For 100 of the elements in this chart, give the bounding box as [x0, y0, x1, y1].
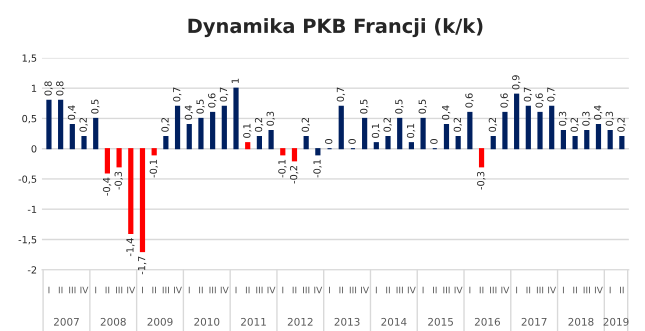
data-label: 0,8: [44, 81, 53, 96]
x-tick-label: IV: [454, 286, 463, 294]
data-label: 0,4: [594, 105, 602, 120]
bar: [81, 136, 87, 150]
data-label: -0,1: [150, 160, 158, 178]
bar: [584, 130, 590, 150]
x-tick-label: III: [256, 286, 263, 294]
data-label: 0,5: [395, 100, 404, 114]
data-label: 0,2: [454, 118, 462, 132]
x-tick-label: I: [282, 286, 284, 294]
bar: [174, 106, 180, 150]
x-tick-label: III: [69, 286, 76, 294]
data-label: 0,6: [208, 93, 216, 108]
data-label: -1,7: [138, 256, 146, 274]
bar: [502, 112, 508, 150]
text: 2018: [568, 318, 594, 326]
data-label: 0,1: [243, 124, 252, 138]
y-tick-label: 1,5: [22, 54, 36, 63]
x-tick-label: IV: [314, 286, 322, 294]
x-tick-label: III: [303, 286, 310, 294]
bar: [514, 94, 520, 150]
x-tick-label: III: [210, 286, 216, 294]
bar: [222, 106, 227, 150]
bar: [245, 142, 250, 150]
bar: [397, 118, 402, 150]
x-tick-label: III: [350, 286, 356, 294]
x-tick-label: IV: [501, 286, 510, 294]
x-tick-label: II: [106, 286, 110, 294]
data-label: -1,4: [126, 238, 135, 256]
bar: [374, 142, 379, 150]
y-tick-label: 1: [32, 84, 36, 92]
bar: [467, 112, 472, 150]
x-tick-label: II: [526, 286, 530, 294]
x-tick-label: III: [584, 286, 590, 294]
x-tick-label: III: [443, 286, 450, 294]
text: 2019: [604, 318, 629, 326]
data-label: 0: [348, 139, 356, 144]
bar: [526, 106, 531, 150]
data-label: 0,2: [254, 118, 264, 132]
x-tick-label: II: [246, 286, 250, 294]
x-tick-label: IV: [127, 286, 136, 294]
bar: [608, 130, 613, 150]
data-label: 0,2: [570, 118, 579, 132]
text: 2017: [522, 318, 547, 326]
bar: [444, 124, 450, 150]
data-label: 0,5: [196, 100, 205, 114]
x-tick-label: II: [573, 286, 577, 294]
bar: [58, 100, 64, 150]
text: 2010: [194, 318, 220, 326]
bar: [619, 136, 624, 150]
data-label: 0,2: [161, 118, 170, 132]
data-label: 0,1: [406, 124, 416, 138]
bar: [596, 124, 602, 150]
x-tick-label: II: [199, 286, 203, 294]
bar: [549, 106, 554, 150]
bar: [292, 148, 298, 162]
x-tick-label: IV: [548, 286, 556, 294]
data-label: -0,3: [114, 172, 123, 190]
data-label: -0,4: [102, 178, 112, 196]
bar: [198, 118, 204, 150]
bar: [362, 118, 368, 150]
bar: [233, 88, 239, 150]
x-tick-label: I: [516, 286, 518, 294]
data-label: 0,8: [56, 81, 64, 96]
text: 2007: [54, 318, 79, 326]
x-tick-label: III: [116, 286, 122, 294]
text: 2011: [241, 318, 266, 326]
text: 2015: [428, 318, 453, 326]
data-label: 0,7: [336, 88, 346, 102]
data-label: 0,7: [173, 88, 182, 102]
y-tick-label: 0: [32, 145, 36, 153]
x-tick-label: II: [152, 286, 156, 294]
x-tick-label: I: [95, 286, 96, 294]
data-label: 0,3: [266, 112, 275, 126]
bar: [490, 136, 496, 150]
x-tick-label: III: [396, 286, 403, 294]
x-tick-label: III: [536, 286, 544, 294]
x-tick-label: IV: [594, 286, 603, 294]
bar: [408, 142, 414, 150]
x-tick-label: I: [610, 286, 611, 294]
data-label: 0,2: [617, 118, 626, 132]
data-label: 1: [232, 78, 239, 83]
y-tick-label: -2: [28, 266, 36, 274]
data-label: 0,5: [418, 100, 427, 114]
x-tick-label: II: [433, 286, 437, 294]
data-label: -0,2: [290, 166, 298, 184]
x-tick-label: IV: [80, 286, 88, 294]
bar: [456, 136, 461, 150]
x-tick-label: I: [422, 286, 424, 294]
data-label: 0,4: [442, 105, 450, 120]
data-label: 0,2: [79, 118, 88, 132]
bar: [385, 136, 391, 150]
data-label: 0,4: [184, 105, 194, 120]
data-label: 0,7: [524, 88, 532, 102]
bar: [315, 148, 320, 156]
text: 2008: [100, 318, 126, 326]
text: 2014: [381, 318, 407, 326]
x-tick-label: I: [562, 286, 564, 294]
x-tick-label: I: [329, 286, 330, 294]
bar: [268, 130, 274, 150]
